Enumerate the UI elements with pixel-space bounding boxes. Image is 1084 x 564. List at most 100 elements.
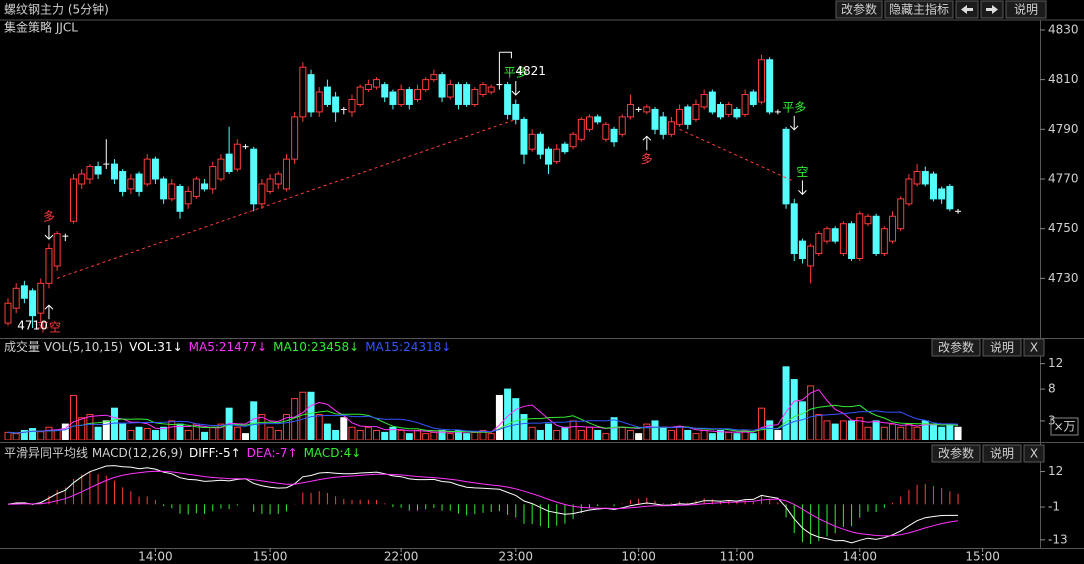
volume-bar (708, 433, 716, 440)
button-box (931, 444, 981, 463)
y-tick-label: 8 (1048, 382, 1056, 396)
button-label: 说明 (1014, 2, 1038, 17)
volume-bar (676, 426, 684, 440)
signal-label: 平空 (37, 321, 61, 335)
button-box (931, 338, 981, 357)
button-box (982, 338, 1022, 357)
volume-bar (86, 414, 94, 440)
volume-bar (242, 433, 250, 440)
button-box (1023, 338, 1045, 357)
button[interactable]: 说明 (982, 444, 1022, 463)
button[interactable]: 说明 (982, 338, 1022, 357)
volume-bar (553, 429, 561, 440)
signal-label: 多 (43, 210, 55, 224)
signal: 多 (43, 210, 55, 240)
candle-body (45, 248, 53, 284)
y-tick-label: -13 (1048, 532, 1068, 546)
panel-title-text: 成交量 VOL(5,10,15) (4, 339, 123, 354)
arrow-left-button[interactable] (955, 0, 979, 19)
signal-arrow-head (642, 135, 652, 141)
volume-bar (446, 433, 454, 440)
candle-body (135, 173, 143, 192)
button-label: 说明 (990, 446, 1014, 461)
candle-body (905, 178, 913, 205)
volume-bar (757, 407, 765, 440)
candle-body (913, 171, 921, 185)
candle-body (12, 287, 20, 309)
candle-body (651, 108, 659, 130)
volume-bar (815, 414, 823, 440)
button[interactable]: 说明 (1005, 0, 1047, 19)
volume-bar (528, 426, 536, 440)
button[interactable]: X (1023, 444, 1045, 463)
candle-body (757, 59, 765, 103)
candle-body (536, 133, 544, 155)
volume-bar (110, 407, 118, 440)
volume-bar (405, 433, 413, 440)
panel-title: 成交量 VOL(5,10,15) VOL:31↓ MA5:21477↓ MA10:23… (4, 339, 451, 354)
signal-label: 平多 (504, 66, 528, 80)
y-tick-label: 4830 (1048, 22, 1079, 36)
candle-body (282, 158, 290, 190)
button[interactable]: 隐藏主指标 (884, 0, 954, 19)
candle-body (201, 183, 209, 190)
volume-bar (839, 420, 847, 440)
candle-body (528, 133, 536, 150)
candle-body (790, 203, 798, 255)
button[interactable]: 改参数 (835, 0, 883, 19)
volume-bar (831, 423, 839, 440)
candle-body (160, 178, 168, 200)
candle-body (176, 185, 184, 212)
volume-bar (151, 429, 159, 440)
volume-bar (454, 429, 462, 440)
volume-bar (938, 426, 946, 440)
candle-body (389, 91, 397, 105)
volume-bar (749, 433, 757, 440)
button-label: X (1030, 341, 1038, 355)
volume-bar (348, 426, 356, 440)
candle-body (454, 84, 462, 105)
candle-body (217, 158, 225, 180)
x-tick-label: 22:00 (384, 550, 419, 564)
signal: 平多 (782, 100, 806, 131)
candle-body (610, 128, 618, 143)
candle-body (798, 240, 806, 259)
signal-arrow-head (511, 90, 521, 96)
volume-bar (561, 426, 569, 440)
button-box (835, 0, 883, 19)
volume-bar (29, 428, 37, 440)
volume-bar (954, 426, 962, 440)
candle-body (20, 285, 28, 299)
button-label: 改参数 (841, 2, 877, 17)
candle-body (430, 74, 438, 81)
button[interactable]: X (1023, 338, 1045, 357)
annotation: 4710 (17, 319, 48, 333)
arrow-right-button[interactable] (980, 0, 1004, 19)
volume-bar (422, 433, 430, 440)
panel-title-text: 平滑异同平均线 MACD(12,26,9) (4, 446, 183, 460)
volume-bar (618, 426, 626, 440)
volume-bar (651, 420, 659, 440)
candle-body (659, 116, 667, 135)
candle-body (504, 84, 512, 115)
volume-bar (594, 429, 602, 440)
candle-body (168, 183, 176, 200)
volume-bar (643, 423, 651, 440)
legend-item: MA15:24318↓ (365, 340, 451, 354)
volume-bar (61, 423, 69, 440)
volume-bar (135, 426, 143, 440)
signal: 多 (641, 135, 653, 166)
volume-bar (577, 429, 585, 440)
candles (4, 52, 962, 329)
candle-body (553, 148, 561, 163)
legend-item: MACD:4↓ (304, 446, 362, 460)
volume-bar (119, 423, 127, 440)
macd (7, 465, 959, 545)
button[interactable]: 改参数 (931, 338, 981, 357)
volume-bar (184, 429, 192, 440)
y-tick-label: 4730 (1048, 271, 1079, 285)
volume-bar (569, 420, 577, 440)
button[interactable]: 改参数 (931, 444, 981, 463)
volume-bar (291, 398, 299, 440)
candle-body (78, 173, 86, 185)
